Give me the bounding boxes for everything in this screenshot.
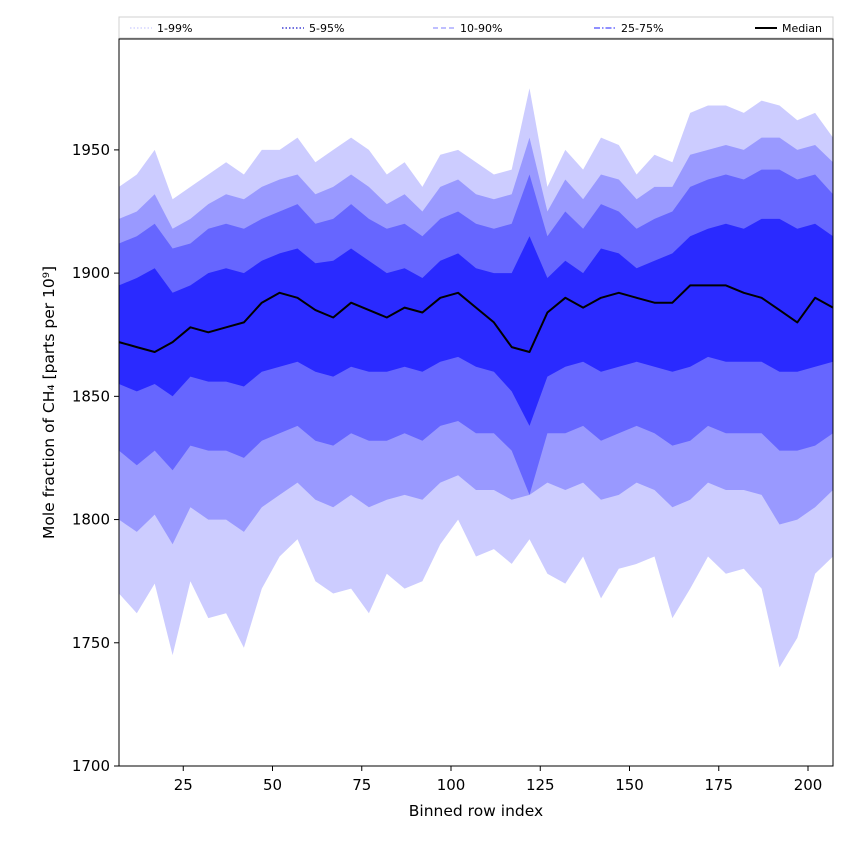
y-tick-label: 1700 — [72, 757, 110, 775]
y-axis-label: Mole fraction of CH₄ [parts per 10⁹] — [40, 266, 58, 539]
confidence-bands — [119, 88, 833, 668]
x-axis: 25 50 75 100 125 150 175 200 — [174, 766, 823, 794]
y-axis: 1700 1750 1800 1850 1900 1950 — [72, 141, 119, 775]
x-tick-label: 200 — [794, 776, 823, 794]
plot-frame — [118, 38, 834, 767]
y-tick-label: 1750 — [72, 634, 110, 652]
legend-label: 1-99% — [157, 22, 192, 35]
y-tick-label: 1950 — [72, 141, 110, 159]
y-tick-label: 1850 — [72, 387, 110, 405]
legend-label: 25-75% — [621, 22, 663, 35]
median-line — [118, 284, 834, 353]
x-tick-label: 125 — [526, 776, 555, 794]
legend-label: 5-95% — [309, 22, 344, 35]
x-tick-label: 50 — [263, 776, 282, 794]
y-tick-label: 1800 — [72, 511, 110, 529]
legend: 1-99% 5-95% 10-90% 25-75% Median — [118, 16, 834, 39]
legend-box — [118, 16, 834, 39]
legend-label: 10-90% — [460, 22, 502, 35]
x-tick-label: 100 — [437, 776, 466, 794]
y-tick-label: 1900 — [72, 264, 110, 282]
x-tick-label: 75 — [352, 776, 371, 794]
x-tick-label: 25 — [174, 776, 193, 794]
x-axis-label: Binned row index — [409, 802, 543, 820]
x-tick-label: 175 — [704, 776, 733, 794]
median-layer — [118, 284, 834, 353]
legend-label: Median — [782, 22, 822, 35]
band-25-75% — [119, 218, 833, 426]
x-tick-label: 150 — [615, 776, 644, 794]
